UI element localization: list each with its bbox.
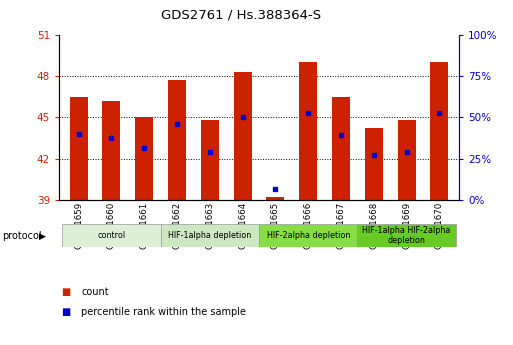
Bar (168, 80, 186, 200)
Bar (70, 97, 88, 200)
Text: HIF-2alpha depletion: HIF-2alpha depletion (267, 231, 350, 240)
Bar (365, 128, 383, 200)
Text: HIF-1alpha HIF-2alpha
depletion: HIF-1alpha HIF-2alpha depletion (363, 226, 451, 245)
Bar (266, 197, 285, 200)
Bar (299, 62, 317, 200)
Text: control: control (97, 231, 126, 240)
Bar (103, 101, 121, 200)
Bar (233, 72, 252, 200)
Bar (430, 62, 448, 200)
Text: count: count (81, 287, 109, 296)
Text: GDS2761 / Hs.388364-S: GDS2761 / Hs.388364-S (161, 9, 321, 22)
Text: ▶: ▶ (38, 232, 46, 241)
Bar (201, 120, 219, 200)
Text: percentile rank within the sample: percentile rank within the sample (81, 307, 246, 317)
Text: protocol: protocol (3, 231, 42, 241)
Text: ■: ■ (62, 287, 71, 296)
Bar (259, 224, 358, 247)
Text: HIF-1alpha depletion: HIF-1alpha depletion (168, 231, 251, 240)
Bar (332, 97, 350, 200)
Bar (161, 224, 259, 247)
Bar (358, 224, 456, 247)
Bar (135, 117, 153, 200)
Bar (398, 120, 416, 200)
Text: ■: ■ (62, 307, 71, 317)
Bar (62, 224, 161, 247)
